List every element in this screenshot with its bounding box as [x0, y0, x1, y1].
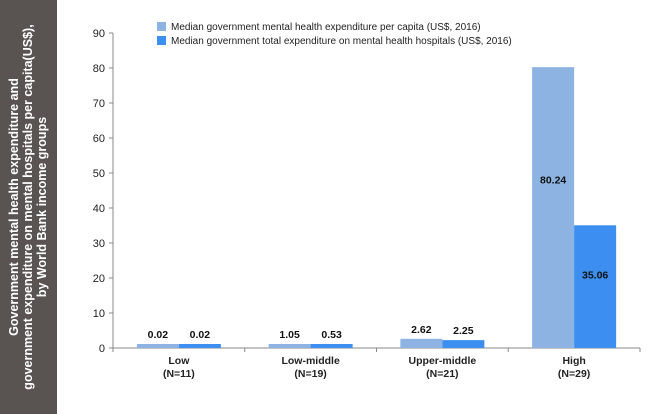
data-label: 2.25: [453, 325, 474, 337]
bar-series-1: [136, 344, 179, 348]
x-tick-label: Low-middle (N=19): [281, 355, 339, 380]
x-tick-label: High (N=29): [558, 355, 590, 380]
bar-series-2: [442, 340, 485, 348]
data-label: 0.02: [190, 329, 211, 341]
bar-series-2: [310, 344, 353, 348]
axes: 0 10 20 30 40 50 60 70 80 90 Low (N=11) Low-middle (N…: [93, 28, 641, 380]
data-label: 0.02: [148, 329, 169, 341]
legend-label: Median government total expenditure on m…: [171, 36, 512, 47]
x-tick-label: Low (N=11): [163, 355, 195, 380]
data-label: 1.05: [279, 329, 300, 341]
y-tick-label: 10: [93, 308, 105, 320]
data-label: 2.62: [411, 324, 432, 336]
y-tick-label: 70: [93, 98, 105, 110]
bars: 0.02 0.02 1.05 0.53 2.62 2.25 80.24 35.06: [136, 67, 617, 348]
y-tick-label: 50: [93, 168, 105, 180]
data-label: 35.06: [582, 269, 608, 281]
bar-series-1: [268, 344, 311, 348]
y-tick-label: 0: [99, 343, 105, 355]
y-tick-label: 90: [93, 28, 105, 40]
y-tick-label: 40: [93, 203, 105, 215]
legend-swatch: [157, 22, 166, 31]
bar-series-2: [178, 344, 221, 348]
data-label: 80.24: [540, 174, 566, 186]
y-tick-label: 80: [93, 63, 105, 75]
side-title-panel: Government mental health expenditure and…: [0, 0, 57, 414]
legend-label: Median government mental health expendit…: [171, 22, 481, 33]
bar-series-1: [400, 338, 443, 348]
data-label: 0.53: [321, 329, 342, 341]
x-tick-label: Upper-middle (N=21): [409, 355, 477, 380]
y-tick-label: 20: [93, 273, 105, 285]
y-tick-label: 30: [93, 238, 105, 250]
y-tick-label: 60: [93, 133, 105, 145]
bar-series-1: [532, 67, 575, 348]
legend-swatch: [157, 36, 166, 45]
bar-series-2: [574, 225, 617, 348]
legend: Median government mental health expendit…: [157, 22, 512, 47]
